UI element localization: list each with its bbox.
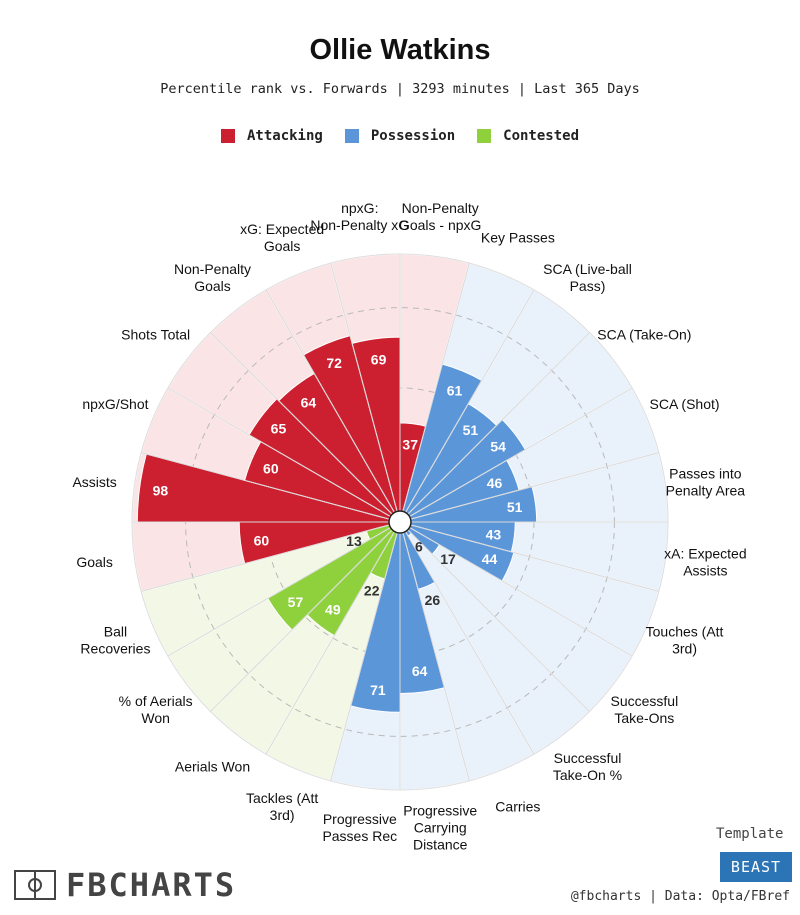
- sector-divider: [399, 521, 590, 712]
- category-label: xA: Expected Assists: [664, 546, 747, 579]
- chart-subtitle: Percentile rank vs. Forwards | 3293 minu…: [160, 81, 640, 97]
- sector-divider: [210, 521, 401, 712]
- category-label: Progressive Passes Rec: [322, 811, 397, 844]
- legend-item-contested: Contested: [477, 128, 579, 144]
- value-label: 64: [301, 395, 317, 411]
- value-label: 69: [371, 351, 387, 367]
- value-label: 71: [370, 682, 386, 698]
- center-hub: [388, 510, 412, 534]
- value-label: 26: [425, 592, 441, 608]
- sector-dividers: [132, 254, 668, 790]
- sector-divider: [210, 332, 401, 523]
- template-label: Template: [716, 826, 784, 842]
- category-label: SCA (Live-ball Pass): [543, 261, 632, 294]
- sector-divider: [265, 289, 401, 523]
- sector-divider: [399, 521, 535, 755]
- category-label: Shots Total: [121, 327, 190, 343]
- sector-divider: [141, 452, 401, 523]
- category-label: Non-Penalty Goals: [174, 261, 251, 294]
- legend-swatch-attacking: [220, 129, 235, 143]
- category-label: Carries: [495, 799, 540, 815]
- category-label: xG: Expected Goals: [240, 221, 324, 254]
- sector-divider: [399, 263, 470, 523]
- category-label: Successful Take-Ons: [610, 693, 678, 726]
- category-label: Non-Penalty Goals - npxG: [399, 200, 481, 233]
- legend-label-contested: Contested: [503, 128, 579, 144]
- legend-label-possession: Possession: [370, 128, 456, 144]
- category-label: Assists: [72, 474, 116, 490]
- sector-divider: [399, 452, 659, 523]
- value-label: 60: [254, 532, 270, 548]
- category-label: npxG/Shot: [82, 396, 148, 412]
- category-label: Progressive Carrying Distance: [403, 802, 477, 852]
- value-label: 43: [486, 526, 502, 542]
- category-label: Key Passes: [481, 229, 555, 245]
- category-label: % of Aerials Won: [119, 693, 193, 726]
- value-label: 65: [271, 421, 287, 437]
- legend: Attacking Possession Contested: [0, 128, 800, 144]
- category-label: Aerials Won: [175, 758, 250, 774]
- category-label: Touches (Att 3rd): [646, 623, 724, 656]
- category-label: Successful Take-On %: [553, 750, 622, 783]
- value-label: 61: [447, 382, 463, 398]
- value-label: 13: [346, 533, 362, 549]
- value-label: 98: [153, 482, 169, 498]
- value-label: 60: [263, 461, 279, 477]
- pitch-icon: [14, 870, 56, 900]
- sector-divider: [399, 387, 633, 523]
- value-label: 72: [326, 355, 342, 371]
- sector-divider: [265, 521, 401, 755]
- logo-text: FBCHARTS: [66, 866, 237, 904]
- category-label: Goals: [76, 554, 113, 570]
- sector-divider: [141, 521, 401, 592]
- value-label: 49: [325, 602, 341, 618]
- category-label: SCA (Shot): [650, 396, 720, 412]
- legend-label-attacking: Attacking: [246, 128, 323, 144]
- category-label: Ball Recoveries: [80, 623, 150, 656]
- value-label: 22: [364, 582, 380, 598]
- sector-divider: [330, 263, 401, 523]
- value-label: 37: [402, 437, 418, 453]
- sector-divider: [399, 521, 659, 592]
- value-label: 6: [415, 539, 423, 555]
- data-credit: @fbcharts | Data: Opta/FBref: [570, 889, 790, 904]
- sector-divider: [167, 521, 401, 657]
- value-label: 51: [463, 422, 479, 438]
- legend-swatch-contested: [477, 129, 492, 143]
- outer-ring: [131, 253, 669, 791]
- category-label: npxG: Non-Penalty xG: [310, 200, 409, 233]
- sector-divider: [167, 387, 401, 523]
- sector-divider: [330, 521, 401, 781]
- sector-divider: [399, 332, 590, 523]
- legend-item-attacking: Attacking: [220, 128, 323, 144]
- value-label: 54: [490, 439, 506, 455]
- value-label: 44: [482, 551, 498, 567]
- chart-title: Ollie Watkins: [309, 34, 491, 66]
- category-label: Passes into Penalty Area: [666, 465, 746, 498]
- legend-item-possession: Possession: [344, 128, 456, 144]
- sector-divider: [399, 521, 470, 781]
- value-label: 17: [440, 551, 456, 567]
- value-label: 57: [288, 594, 304, 610]
- category-label: Tackles (Att 3rd): [246, 790, 318, 823]
- legend-swatch-possession: [344, 129, 359, 143]
- sector-divider: [399, 289, 535, 523]
- template-badge: BEAST: [720, 852, 792, 882]
- fbcharts-logo: FBCHARTS: [14, 866, 236, 904]
- value-label: 46: [487, 475, 503, 491]
- sector-divider: [399, 521, 633, 657]
- value-label: 64: [412, 663, 428, 679]
- category-label: SCA (Take-On): [597, 327, 691, 343]
- value-label: 51: [507, 499, 523, 515]
- bars: [136, 334, 538, 713]
- value-labels: 3761515446514344176266471224957136098606…: [153, 351, 523, 697]
